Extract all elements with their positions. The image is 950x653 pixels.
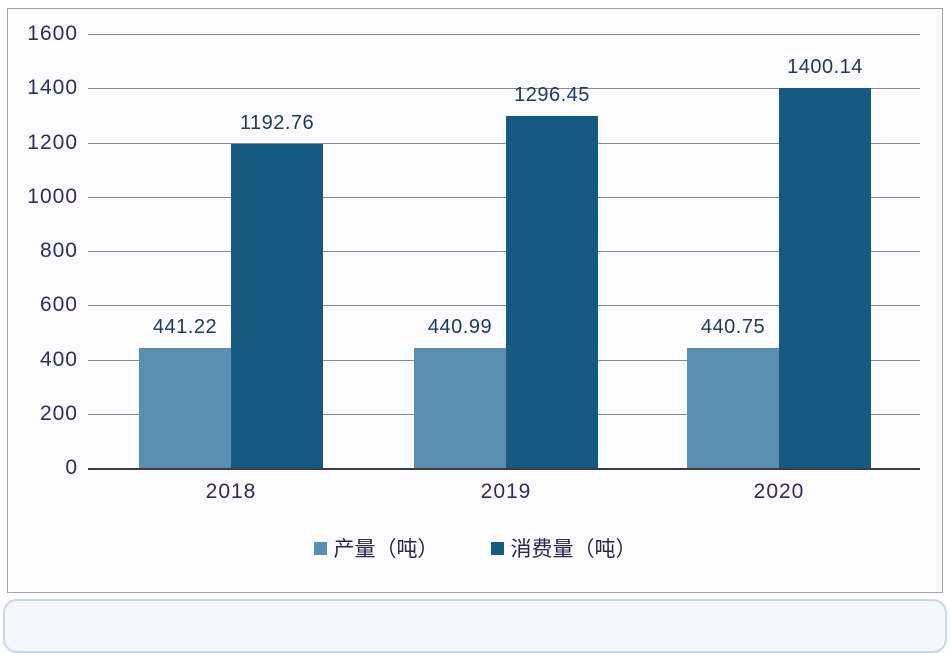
x-axis: 2018 2019 2020 [88, 480, 920, 508]
bar-2020-series0 [687, 348, 779, 468]
y-tick-label-1400: 1400 [27, 76, 78, 100]
gridline-600 [88, 305, 920, 307]
value-label-2019-series0: 440.99 [427, 316, 493, 339]
y-tick-label-400: 400 [39, 347, 78, 371]
value-label-2020-series1: 1400.14 [787, 56, 863, 79]
legend-label-1: 消费量（吨） [510, 538, 637, 561]
value-label-2019-series1: 1296.45 [514, 84, 590, 107]
chart-frame: 0 200 400 600 800 1000 1200 1400 1600 441.22 1192… [7, 8, 943, 593]
plot-area: 441.22 1192.76 440.99 1296.45 440.75 1400.14 [88, 34, 920, 470]
bar-2019-series0 [414, 348, 506, 468]
x-tick-label-2018: 2018 [205, 480, 257, 503]
legend-item-1: 消费量（吨） [490, 533, 637, 563]
gridline-800 [88, 251, 920, 252]
card-bottom-edge [3, 599, 947, 653]
gridline-1400 [88, 88, 920, 90]
gridline-1200 [88, 142, 920, 144]
y-tick-label-600: 600 [39, 293, 78, 317]
y-tick-label-0: 0 [65, 456, 78, 479]
gridline-1000 [88, 196, 920, 198]
legend-label-0: 产量（吨） [333, 538, 439, 561]
bar-2020-series1 [779, 88, 871, 468]
y-tick-label-1000: 1000 [27, 184, 78, 208]
value-label-2018-series1: 1192.76 [239, 112, 315, 135]
bar-2018-series1 [231, 144, 323, 468]
y-tick-label-800: 800 [39, 239, 78, 262]
y-axis: 0 200 400 600 800 1000 1200 1400 1600 [14, 22, 78, 479]
value-label-2018-series0: 441.22 [152, 316, 218, 339]
legend-item-0: 产量（吨） [313, 533, 439, 563]
y-tick-label-200: 200 [39, 401, 78, 425]
x-tick-label-2019: 2019 [480, 480, 532, 503]
value-label-2020-series0: 440.75 [700, 316, 766, 339]
x-tick-label-2020: 2020 [753, 480, 805, 503]
bar-2019-series1 [506, 116, 598, 468]
y-tick-label-1200: 1200 [27, 130, 78, 154]
legend-swatch-icon [313, 541, 327, 555]
bar-2018-series0 [139, 348, 231, 468]
legend: 产量（吨） 消费量（吨） [8, 533, 942, 563]
y-tick-label-1600: 1600 [27, 22, 78, 45]
legend-swatch-icon [490, 541, 504, 555]
gridline-1600 [88, 34, 920, 35]
